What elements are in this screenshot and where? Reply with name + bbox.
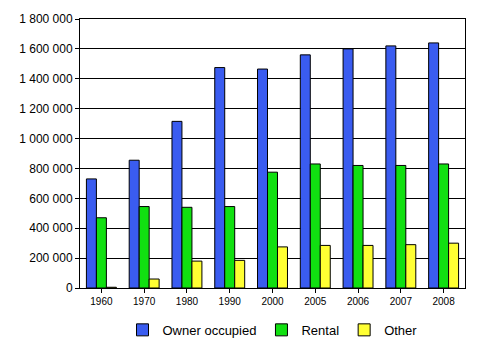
svg-text:Owner occupied: Owner occupied: [163, 323, 257, 338]
svg-text:Other: Other: [384, 323, 417, 338]
svg-text:1 000 000: 1 000 000: [19, 132, 73, 146]
svg-text:Rental: Rental: [301, 323, 339, 338]
svg-text:2000: 2000: [261, 296, 284, 307]
svg-text:0: 0: [66, 281, 73, 295]
svg-text:1970: 1970: [133, 296, 156, 307]
svg-text:1980: 1980: [176, 296, 199, 307]
svg-text:200 000: 200 000: [29, 251, 73, 265]
svg-text:800 000: 800 000: [29, 162, 73, 176]
svg-text:600 000: 600 000: [29, 192, 73, 206]
svg-text:1960: 1960: [90, 296, 113, 307]
svg-text:2006: 2006: [347, 296, 370, 307]
svg-text:1 200 000: 1 200 000: [19, 102, 73, 116]
svg-text:1 800 000: 1 800 000: [19, 12, 73, 26]
svg-text:2005: 2005: [304, 296, 327, 307]
svg-text:2008: 2008: [432, 296, 455, 307]
svg-text:2007: 2007: [390, 296, 413, 307]
svg-text:1 600 000: 1 600 000: [19, 42, 73, 56]
svg-text:400 000: 400 000: [29, 221, 73, 235]
svg-text:1990: 1990: [219, 296, 242, 307]
svg-text:1 400 000: 1 400 000: [19, 72, 73, 86]
